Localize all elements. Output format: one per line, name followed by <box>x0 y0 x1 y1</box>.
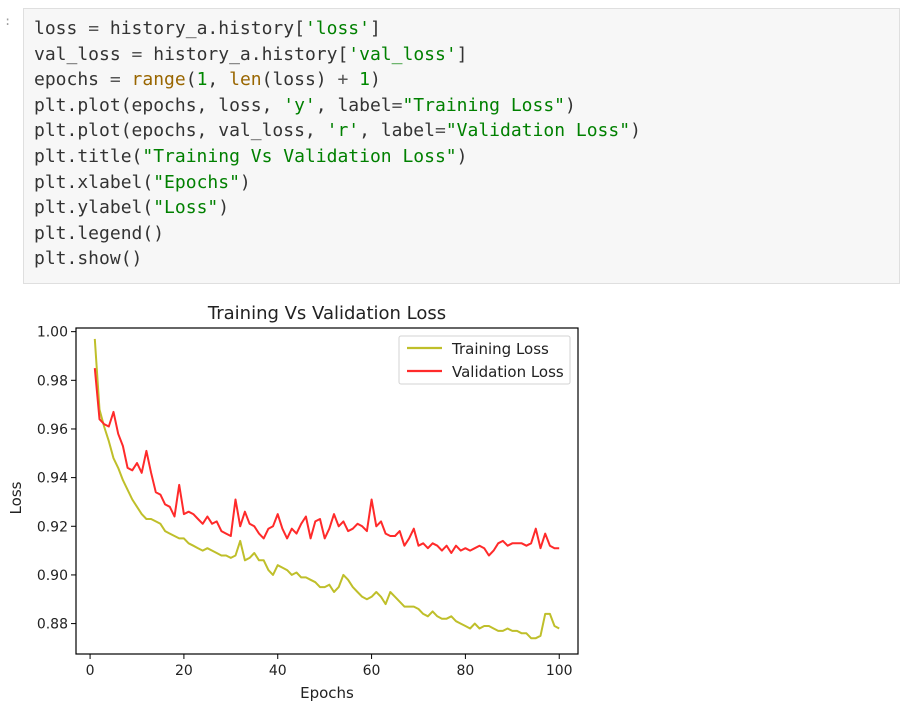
code-token: 'loss' <box>304 18 370 39</box>
code-token: "Loss" <box>153 197 219 219</box>
code-token: plt.legend() <box>34 222 165 244</box>
legend-label-validation: Validation Loss <box>452 363 564 381</box>
y-axis-label: Loss <box>7 481 25 514</box>
code-token: plt.title( <box>34 145 143 167</box>
code-token: 1 <box>196 69 208 91</box>
code-token: , <box>207 69 230 91</box>
code-token: , label <box>359 120 435 142</box>
code-token: "Training Loss" <box>402 94 566 116</box>
y-tick-label: 0.96 <box>37 422 68 438</box>
code-line: plt.plot(epochs, val_loss, 'r', label="V… <box>34 120 641 141</box>
code-editor[interactable]: loss = history_a.history['loss'] val_los… <box>34 16 641 272</box>
axis-ticks: 0 20 40 60 80 100 0.88 0.90 0.92 0.94 0.96 0.98 1.00 <box>37 325 573 679</box>
code-token: plt.show() <box>34 248 143 270</box>
code-token: = <box>88 18 100 39</box>
code-token: 'val_loss' <box>348 43 457 65</box>
code-token: 'y' <box>283 94 316 116</box>
code-token: = <box>434 120 446 142</box>
code-token: history_a.history[ <box>142 43 349 65</box>
code-line: plt.show() <box>34 248 142 269</box>
x-tick-label: 60 <box>363 663 381 679</box>
code-line: plt.legend() <box>34 223 164 244</box>
y-tick-label: 0.98 <box>37 373 68 389</box>
code-token: "Training Vs Validation Loss" <box>142 145 457 167</box>
training-loss-line <box>93 338 560 640</box>
code-token: , label <box>315 94 392 116</box>
code-token: val_loss <box>34 43 132 65</box>
code-token: ) <box>239 171 251 193</box>
code-token: ] <box>456 43 468 65</box>
code-line: loss = history_a.history['loss'] <box>34 18 381 39</box>
code-token: "Validation Loss" <box>445 120 631 142</box>
plot-lines <box>93 338 560 640</box>
code-token: plt.plot(epochs, loss, <box>34 94 284 116</box>
code-line: plt.title("Training Vs Validation Loss") <box>34 146 468 167</box>
code-token: loss <box>34 18 89 39</box>
code-token: = <box>109 69 121 91</box>
code-token: = <box>391 94 403 116</box>
code-line: plt.plot(epochs, loss, 'y', label="Train… <box>34 95 576 116</box>
code-token: "Epochs" <box>153 171 240 193</box>
x-axis-label: Epochs <box>300 684 354 702</box>
code-token: 1 <box>359 69 371 91</box>
code-line: epochs = range(1, len(loss) + 1) <box>34 69 381 90</box>
code-token: = <box>131 43 143 65</box>
code-token: range <box>131 69 186 91</box>
loss-chart: Training Vs Validation Loss 0 20 40 60 80 100… <box>7 303 579 702</box>
y-tick-label: 0.88 <box>37 617 68 633</box>
code-token: ) <box>370 69 381 91</box>
code-token <box>121 69 132 90</box>
y-tick-label: 0.90 <box>37 568 68 584</box>
x-tick-label: 40 <box>269 663 287 679</box>
code-token: 'r' <box>326 120 360 142</box>
y-tick-label: 0.94 <box>37 471 68 487</box>
cell-prompt: : <box>4 14 12 28</box>
code-line: plt.xlabel("Epochs") <box>34 172 251 193</box>
chart-title: Training Vs Validation Loss <box>207 303 446 324</box>
code-token: ) <box>565 94 576 116</box>
code-cell[interactable]: loss = history_a.history['loss'] val_los… <box>23 8 900 284</box>
code-token: ) <box>456 145 468 167</box>
code-token: plt.plot(epochs, val_loss, <box>34 120 327 142</box>
plot-frame <box>75 327 579 655</box>
x-tick-label: 0 <box>86 663 95 679</box>
code-token <box>348 69 359 90</box>
code-token: len <box>229 69 262 91</box>
y-tick-label: 0.92 <box>37 519 68 535</box>
validation-loss-line <box>93 368 560 557</box>
code-token: epochs <box>34 69 110 91</box>
code-token: + <box>337 69 349 91</box>
code-token: ( <box>185 69 197 91</box>
code-token: ) <box>630 120 641 142</box>
legend-label-training: Training Loss <box>451 340 549 358</box>
code-token: (loss) <box>261 69 338 91</box>
x-tick-label: 20 <box>175 663 193 679</box>
code-line: val_loss = history_a.history['val_loss'] <box>34 44 468 65</box>
code-token: plt.xlabel( <box>34 171 154 193</box>
code-token: history_a.history[ <box>99 18 305 39</box>
code-token: ] <box>369 18 381 39</box>
code-token: plt.ylabel( <box>34 197 154 219</box>
chart-legend: Training Loss Validation Loss <box>398 335 571 385</box>
x-tick-label: 80 <box>456 663 474 679</box>
x-tick-label: 100 <box>546 663 573 679</box>
code-token: ) <box>218 197 230 219</box>
y-tick-label: 1.00 <box>37 325 68 341</box>
code-line: plt.ylabel("Loss") <box>34 197 229 218</box>
